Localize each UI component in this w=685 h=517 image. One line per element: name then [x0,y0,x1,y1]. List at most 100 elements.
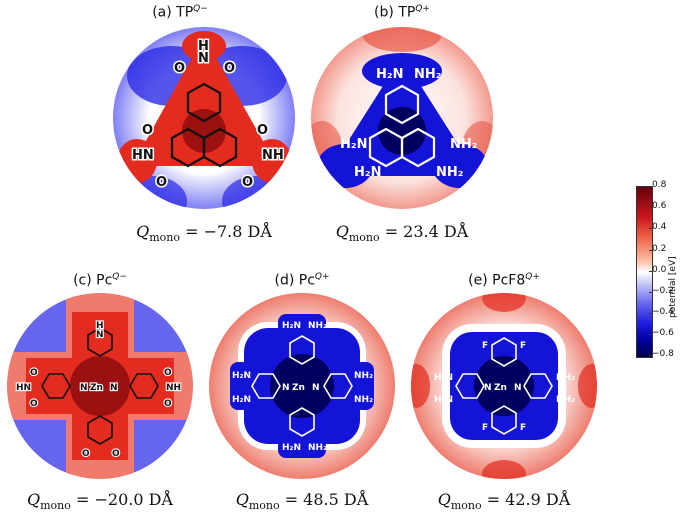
panel-b-potential-map: H₂N NH₂ H₂N NH₂ H₂N NH₂ [311,27,493,209]
colorbar-tick-2: 0.4 [648,222,667,232]
panel-a-name: TP [176,4,194,21]
panel-c-group-o6: O [112,449,120,459]
panel-d-letter: (d) [274,272,295,289]
panel-c-group-o4: O [164,399,172,409]
q-subscript: mono [248,499,280,513]
panel-b-name: TP [398,4,416,21]
panel-d-group-8: NH₂ [308,443,327,453]
panel-e-qvalue: = 42.9 DÅ [486,490,571,509]
panel-e-group-n2: N [514,383,522,393]
panel-a-group-o5: O [156,175,167,190]
panel-b-group-1: H₂N [376,67,403,82]
panel-b-group-6: NH₂ [436,165,463,180]
panel-e-group-f3: F [482,423,488,433]
panel-b-group-2: NH₂ [414,67,441,82]
colorbar-tick-7: −0.6 [649,328,674,338]
panel-c-name: Pc [96,272,113,289]
panel-e-group-1: H₂N [484,323,503,333]
panel-e-sup: Q+ [525,272,540,282]
panel-d-group-zn: Zn [292,383,305,393]
panel-d-group-3: H₂N [232,371,251,381]
panel-b-qmono: Qmono = 23.4 DÅ [302,222,502,244]
panel-e-letter: (e) [468,272,488,289]
q-symbol: Q [235,490,249,509]
panel-e-group-f4: F [520,423,526,433]
panel-d-group-4: NH₂ [354,371,373,381]
panel-d-qmono: Qmono = 48.5 DÅ [202,490,402,512]
panel-a-group-o4: O [257,123,268,138]
panel-c-sup: Q− [112,272,127,282]
colorbar-tick-5: −0.2 [649,286,674,296]
panel-e-group-7: H₂N [484,441,503,451]
q-subscript: mono [450,499,482,513]
panel-a-qmono: Qmono = −7.8 DÅ [104,222,304,244]
panel-e-group-n1: N [484,383,492,393]
panel-a-group-hn: HN [132,148,154,163]
panel-b-group-5: H₂N [354,165,381,180]
panel-c-letter: (c) [73,272,92,289]
panel-d-group-1: H₂N [282,321,301,331]
panel-c-group-o5: O [82,449,90,459]
panel-c-group-zn: Zn [90,383,103,393]
panel-c-group-hn: HN [16,383,31,393]
panel-c-group-o2: O [164,368,172,378]
panel-c-group-o1: O [30,368,38,378]
colorbar-label: potential [eV] [668,256,678,318]
panel-a-group-nh: NH [262,148,284,163]
panel-d-potential-map: H₂N NH₂ H₂N NH₂ H₂N NH₂ H₂N NH₂ N Zn N [209,293,395,479]
panel-a-group-o3: O [142,123,153,138]
panel-a-group-o1: O [174,61,185,76]
panel-d-qvalue: = 48.5 DÅ [284,490,369,509]
panel-a-qvalue: = −7.8 DÅ [185,222,272,241]
colorbar-tick-0: 0.8 [648,180,667,190]
panel-c-qvalue: = −20.0 DÅ [75,490,173,509]
panel-e-group-3: H₂N [434,373,453,383]
panel-d-group-7: H₂N [282,443,301,453]
potential-colorbar [636,186,653,358]
panel-d-title: (d) PcQ+ [222,272,382,289]
q-subscript: mono [149,231,180,245]
panel-a-title: (a) TPQ− [100,4,260,21]
q-symbol: Q [136,222,150,241]
q-symbol: Q [27,490,41,509]
panel-c-group-n3: N [110,383,118,393]
panel-b-title: (b) TPQ+ [322,4,482,21]
panel-e-group-5: H₂N [434,395,453,405]
panel-b-group-3: H₂N [340,137,367,152]
panel-d-group-n2: N [312,383,320,393]
panel-c-group-n: N [96,330,104,340]
panel-a-group-o2: O [224,61,235,76]
panel-b-group-4: NH₂ [450,137,477,152]
panel-c-group-n2: N [80,383,88,393]
colorbar-tick-3: 0.2 [648,244,667,254]
panel-e-group-8: NH₂ [510,441,529,451]
panel-e-potential-map: H₂N NH₂ H₂N NH₂ H₂N NH₂ H₂N NH₂ F F F F … [411,293,597,479]
panel-c-potential-map: H N O O HN NH O O O O N Zn N [7,293,193,479]
q-subscript: mono [348,231,380,245]
panel-e-qmono: Qmono = 42.9 DÅ [404,490,604,512]
q-symbol: Q [335,222,349,241]
colorbar-tick-6: −0.4 [649,307,674,317]
panel-e-group-f1: F [482,341,488,351]
panel-e-group-f2: F [520,341,526,351]
panel-b-letter: (b) [374,4,394,21]
panel-d-group-5: H₂N [232,395,251,405]
panel-d-name: Pc [298,272,315,289]
q-symbol: Q [437,490,451,509]
panel-e-title: (e) PcF8Q+ [424,272,584,289]
panel-c-title: (c) PcQ− [20,272,180,289]
colorbar-tick-4: 0.0 [648,265,667,275]
panel-a-group-o6: O [242,175,253,190]
panel-b-sup: Q+ [415,4,430,14]
panel-c-qmono: Qmono = −20.0 DÅ [0,490,200,512]
panel-d-group-6: NH₂ [354,395,373,405]
panel-d-group-2: NH₂ [308,321,327,331]
panel-d-group-n1: N [282,383,290,393]
panel-b-qvalue: = 23.4 DÅ [384,222,469,241]
panel-e-group-2: NH₂ [510,323,529,333]
panel-e-group-6: NH₂ [556,395,575,405]
colorbar-tick-8: −0.8 [649,349,674,359]
panel-e-group-4: NH₂ [556,373,575,383]
panel-a-sup: Q− [193,4,208,14]
panel-d-sup: Q+ [314,272,330,282]
